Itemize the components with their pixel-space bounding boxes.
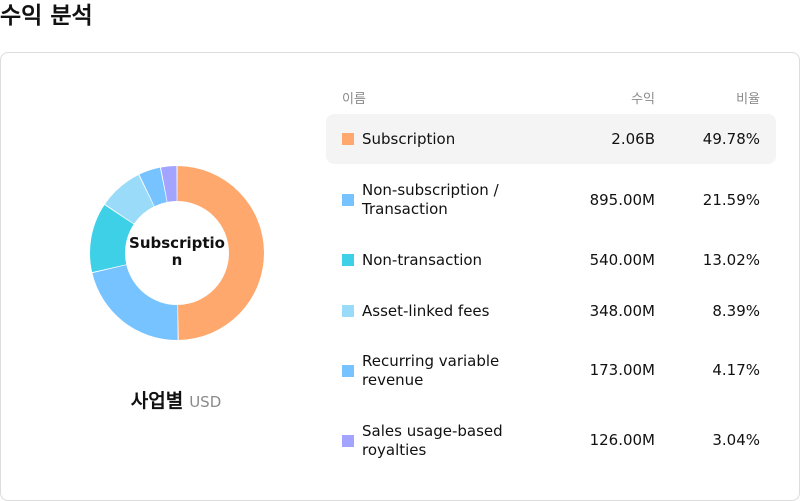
donut-slice[interactable] [177, 166, 264, 340]
caption-label: 사업별 [130, 390, 184, 412]
row-revenue: 895.00M [589, 190, 655, 209]
donut-slice[interactable] [90, 204, 134, 273]
row-revenue: 173.00M [589, 361, 655, 379]
donut-slice[interactable] [139, 167, 167, 207]
donut-slice[interactable] [92, 265, 178, 340]
legend-swatch [342, 434, 354, 447]
page-title: 수익 분석 [0, 3, 93, 29]
header-revenue: 수익 [631, 92, 655, 107]
row-share: 49.78% [702, 129, 760, 148]
table-header: 이름 수익 비율 [326, 88, 776, 108]
donut-slice[interactable] [105, 175, 154, 224]
donut-center-label: Subscription [129, 234, 225, 269]
header-name: 이름 [342, 92, 366, 107]
revenue-breakdown-card: Subscription 사업별 USD 이름 수익 비율 Subscriptio… [0, 52, 800, 501]
row-share: 4.17% [712, 361, 760, 379]
row-share: 8.39% [712, 301, 760, 320]
chart-caption: 사업별 USD [1, 386, 351, 413]
row-revenue: 540.00M [589, 250, 655, 269]
donut-slice[interactable] [160, 166, 177, 202]
row-name: Asset-linked fees [362, 301, 490, 320]
row-name: Non-transaction [362, 250, 483, 269]
legend-swatch [342, 305, 354, 317]
row-revenue: 126.00M [589, 431, 655, 449]
table-row[interactable]: Recurring variable revenue 173.00M 4.17% [326, 338, 776, 403]
table-row[interactable]: Sales usage-based royalties 126.00M 3.04% [326, 408, 776, 473]
row-revenue: 348.00M [589, 301, 655, 320]
table-row[interactable]: Non-transaction 540.00M 13.02% [326, 235, 776, 285]
legend-swatch [342, 254, 354, 266]
table-row[interactable]: Asset-linked fees 348.00M 8.39% [326, 286, 776, 336]
row-name: Sales usage-based royalties [362, 421, 503, 459]
table-row[interactable]: Non-subscription / Transaction 895.00M 21.… [326, 174, 776, 226]
table-row[interactable]: Subscription 2.06B 49.78% [326, 114, 776, 164]
legend-swatch [342, 133, 354, 145]
legend-swatch [342, 194, 354, 206]
row-name: Subscription [362, 129, 456, 148]
donut-chart-svg [90, 166, 264, 340]
header-share: 비율 [736, 92, 760, 107]
row-revenue: 2.06B [611, 129, 655, 148]
row-share: 3.04% [712, 431, 760, 449]
legend-swatch [342, 364, 354, 377]
row-name: Non-subscription / Transaction [362, 181, 499, 218]
row-share: 21.59% [702, 190, 760, 209]
row-name: Recurring variable revenue [362, 351, 500, 389]
currency-unit: USD [189, 393, 222, 411]
row-share: 13.02% [702, 250, 760, 269]
donut-chart: Subscription [87, 163, 267, 343]
